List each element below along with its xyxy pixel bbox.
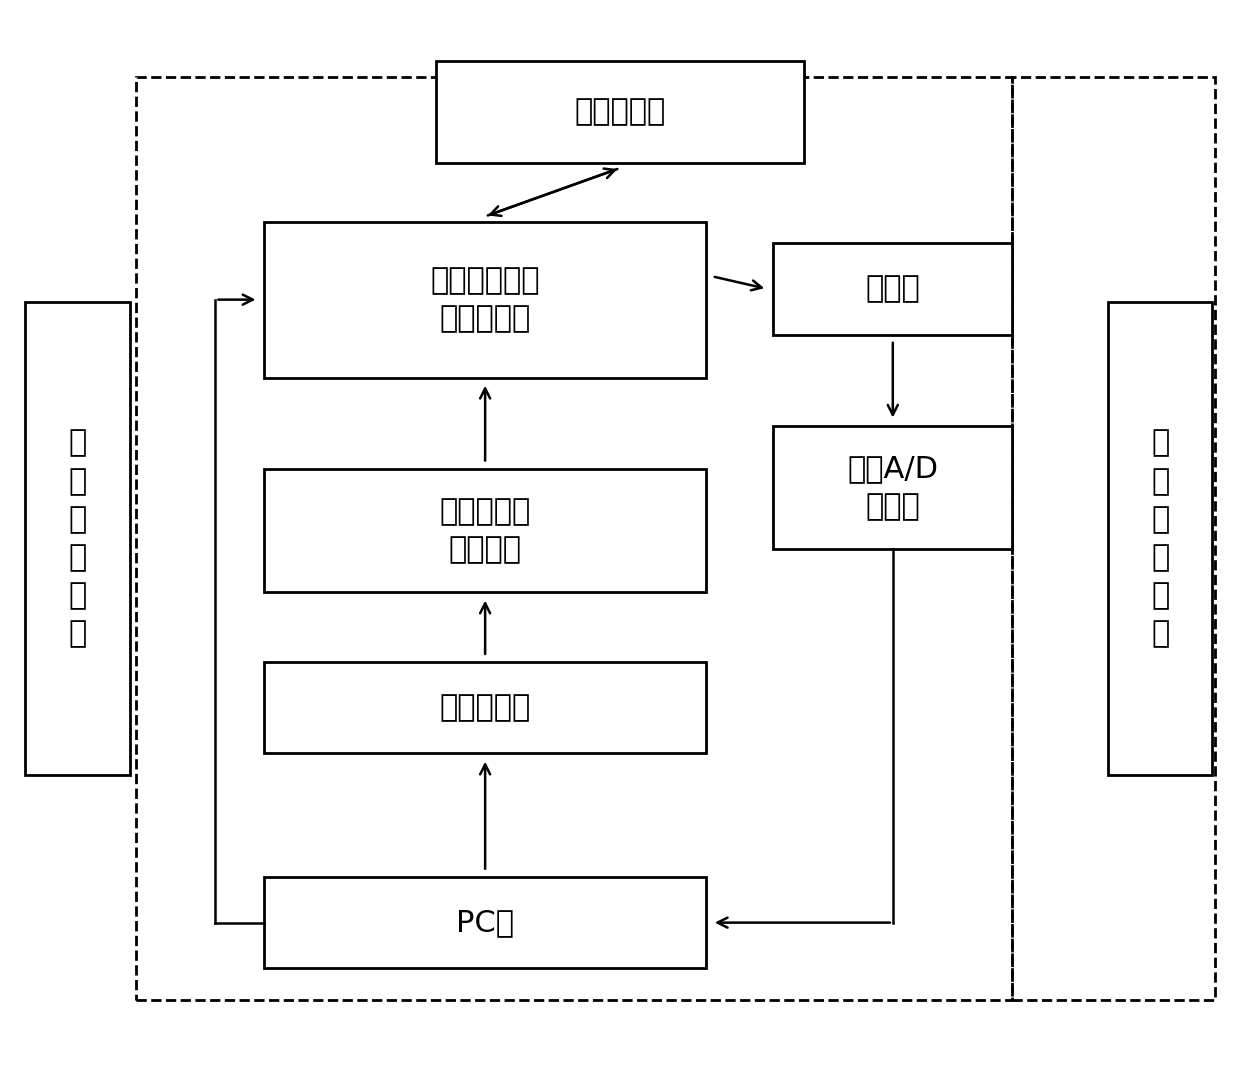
Text: 信号A/D
转换器: 信号A/D 转换器 [847, 454, 939, 521]
Bar [264, 222, 706, 378]
Bar [264, 469, 706, 592]
Text: PC机: PC机 [456, 908, 515, 937]
Bar [774, 244, 1012, 334]
Text: 放大器: 放大器 [866, 274, 920, 304]
Text: 主被动波导监
测传感装置: 主被动波导监 测传感装置 [430, 267, 539, 333]
Bar [1012, 77, 1215, 1001]
Bar [25, 302, 129, 775]
Bar [264, 877, 706, 968]
Text: 压电陶瓷功
率放大器: 压电陶瓷功 率放大器 [439, 497, 531, 565]
Text: 主
动
波
导
监
测: 主 动 波 导 监 测 [68, 429, 87, 648]
Text: 信号发生器: 信号发生器 [439, 693, 531, 722]
Text: 被
动
波
导
监
测: 被 动 波 导 监 测 [1151, 429, 1169, 648]
Bar [1109, 302, 1213, 775]
Bar [135, 77, 1012, 1001]
Bar [774, 425, 1012, 549]
Text: 桥梁拉吱索: 桥梁拉吱索 [574, 97, 666, 126]
Bar [264, 663, 706, 754]
Bar [436, 61, 804, 163]
